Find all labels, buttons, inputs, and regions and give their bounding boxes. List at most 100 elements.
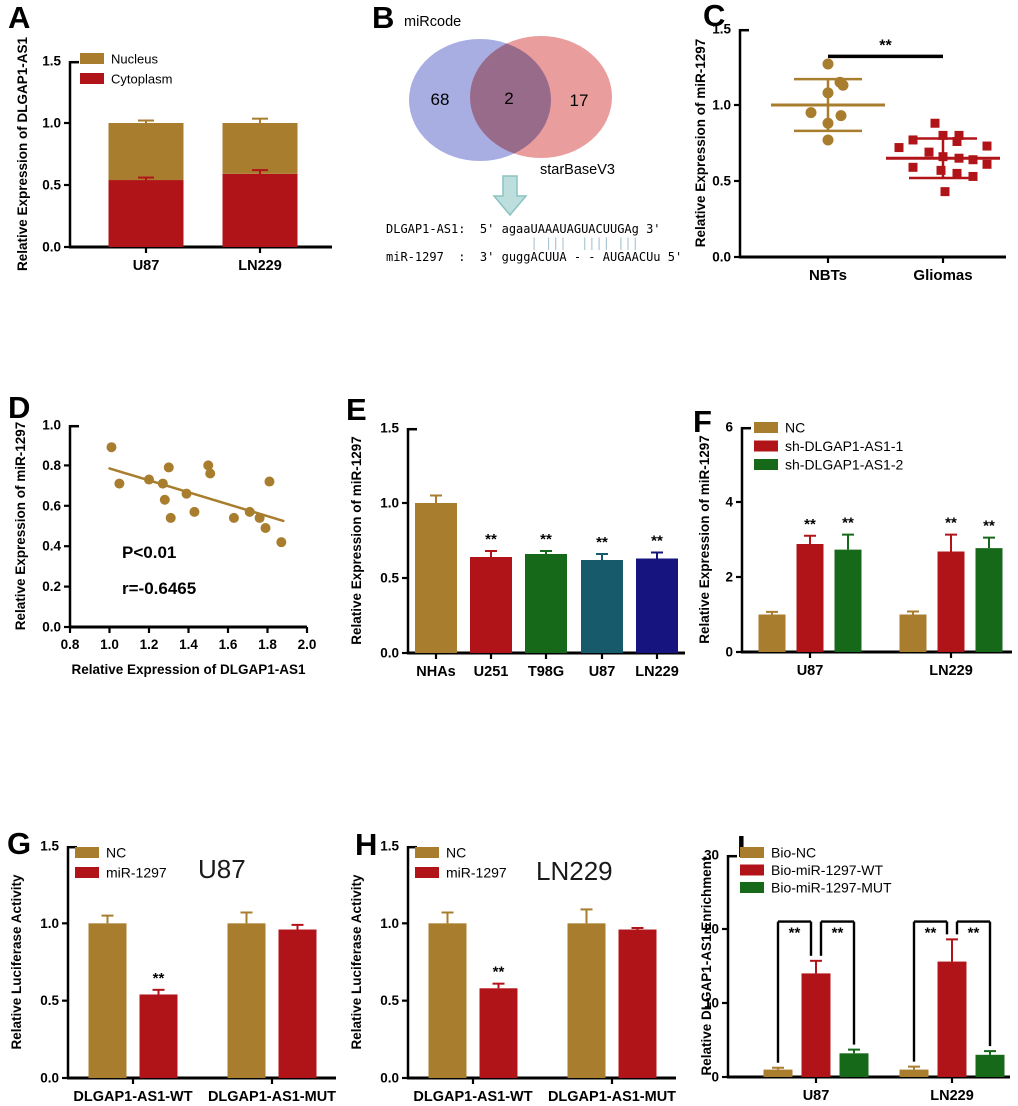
svg-text:DLGAP1-AS1-MUT: DLGAP1-AS1-MUT: [548, 1089, 676, 1105]
svg-text:1.5: 1.5: [40, 839, 59, 854]
bars: [415, 494, 678, 653]
grouped-bars: [763, 938, 1005, 1077]
panel-E-cell-line-bar-chart: E 0.0 0.5 1.0 1.5 Relative Expression of miR…: [340, 380, 700, 715]
svg-text:Relative Expression of miR-129: Relative Expression of miR-1297: [349, 436, 364, 645]
svg-text:1.0: 1.0: [380, 496, 399, 511]
svg-text:U87: U87: [803, 1088, 830, 1104]
svg-text:Nucleus: Nucleus: [111, 52, 158, 67]
svg-text:4: 4: [725, 495, 733, 510]
panel-letter-E: E: [346, 392, 367, 427]
svg-text:Relative Expression of DLGAP1-: Relative Expression of DLGAP1-AS1: [15, 36, 30, 271]
bar: [88, 923, 127, 1078]
svg-text:sh-DLGAP1-AS1-1: sh-DLGAP1-AS1-1: [785, 438, 903, 454]
svg-text:**: **: [540, 531, 552, 548]
bar: [428, 923, 467, 1078]
legend-swatch: [754, 440, 778, 452]
bar-segment: [222, 123, 298, 174]
bar-segment: [108, 123, 184, 181]
svg-text:Relative Expression of DLGAP1-: Relative Expression of DLGAP1-AS1: [71, 662, 306, 677]
svg-text:0.5: 0.5: [42, 178, 61, 193]
axes: [734, 28, 1006, 259]
svg-text:**: **: [832, 925, 844, 942]
panel-C-plot: 0.0 0.5 1.0 1.5 Relative Expression of miR-1…: [693, 22, 1006, 284]
svg-text:**: **: [789, 925, 801, 942]
svg-text:2: 2: [504, 89, 513, 108]
svg-text:0.0: 0.0: [42, 620, 61, 635]
panel-letter-F: F: [693, 404, 712, 439]
legend-swatch: [415, 847, 439, 858]
bar: [763, 1069, 793, 1077]
svg-text:1.5: 1.5: [42, 54, 61, 69]
bar: [581, 560, 623, 653]
svg-text:1.8: 1.8: [258, 637, 277, 652]
bar: [975, 548, 1003, 652]
bar: [618, 929, 657, 1078]
svg-text:1.0: 1.0: [712, 98, 731, 113]
legend-swatch: [754, 459, 778, 470]
venn-circles: [409, 36, 612, 161]
panel-A-plot: 0.0 0.5 1.0 1.5 Relative Expression of DLGAP…: [15, 36, 332, 274]
svg-text:0.2: 0.2: [42, 579, 61, 594]
svg-text:P<0.01: P<0.01: [122, 543, 176, 562]
legend: Nucleus Cytoplasm: [80, 52, 172, 87]
panel-H-plot: 0.0 0.5 1.0 1.5 Relative Luciferase Activity…: [349, 839, 676, 1106]
legend: NC miR-1297: [75, 845, 167, 881]
bar: [479, 988, 518, 1078]
panel-H-title: LN229: [536, 856, 613, 886]
panel-G-title: U87: [198, 854, 246, 884]
svg-text:1.0: 1.0: [100, 637, 119, 652]
bar: [801, 973, 831, 1077]
svg-text:NHAs: NHAs: [416, 664, 455, 680]
svg-text:**: **: [842, 515, 854, 532]
svg-text:Cytoplasm: Cytoplasm: [111, 72, 172, 87]
bar: [937, 961, 967, 1077]
bar: [470, 557, 512, 653]
panel-letter-B: B: [372, 0, 395, 35]
svg-text:0.0: 0.0: [40, 1071, 59, 1086]
significance-brackets: [776, 920, 992, 1063]
svg-text:10: 10: [704, 996, 719, 1011]
svg-text:68: 68: [431, 90, 450, 109]
down-arrow-icon: [492, 175, 528, 217]
svg-text:0.8: 0.8: [61, 637, 80, 652]
svg-text:**: **: [983, 518, 995, 535]
bar: [139, 994, 178, 1078]
bar-segment: [222, 173, 298, 247]
svg-text:1.4: 1.4: [179, 637, 198, 652]
panel-letter-G: G: [7, 826, 32, 861]
svg-text:17: 17: [570, 91, 589, 110]
svg-text:NC: NC: [446, 845, 466, 861]
svg-text:6: 6: [725, 420, 733, 435]
bar: [839, 1053, 869, 1077]
svg-text:**: **: [804, 516, 816, 533]
svg-text:0.6: 0.6: [42, 498, 61, 513]
panel-D-plot: 0.0 0.2 0.4 0.6 0.8 1.0 Relative Expression of…: [13, 418, 317, 678]
svg-text:0.0: 0.0: [380, 1071, 399, 1086]
panel-letter-I: I: [737, 829, 746, 864]
svg-text:20: 20: [704, 922, 719, 937]
svg-text:**: **: [485, 531, 497, 548]
svg-text:DLGAP1-AS1-WT: DLGAP1-AS1-WT: [413, 1089, 532, 1105]
bar: [567, 923, 606, 1078]
svg-text:Relative Luciferase Activity: Relative Luciferase Activity: [9, 874, 24, 1050]
bar: [937, 551, 965, 652]
panel-letter-H: H: [355, 827, 378, 862]
svg-text:2.0: 2.0: [298, 637, 317, 652]
svg-text:Relative Expression of miR-129: Relative Expression of miR-1297: [13, 422, 28, 631]
legend: NC miR-1297: [415, 845, 507, 881]
svg-text:0: 0: [725, 645, 733, 660]
bar: [834, 549, 862, 652]
bar: [899, 1069, 929, 1077]
legend-swatch: [740, 864, 764, 876]
svg-text:30: 30: [704, 848, 719, 863]
legend-swatch: [415, 867, 439, 878]
axes: [736, 426, 1012, 654]
legend: NC sh-DLGAP1-AS1-1 sh-DLGAP1-AS1-2: [754, 420, 903, 473]
svg-text:DLGAP1-AS1-MUT: DLGAP1-AS1-MUT: [208, 1089, 336, 1105]
panel-G-luciferase-u87-chart: G U87 0.0 0.5 1.0 1.5 Relative Luciferase Ac…: [0, 800, 350, 1106]
legend-swatch: [754, 422, 778, 433]
svg-text:0.5: 0.5: [712, 174, 731, 189]
svg-text:0.0: 0.0: [380, 646, 399, 661]
panel-F-knockdown-bar-chart: F 0 2 4 6 Relative Expression of miR-1297 U87…: [680, 380, 1018, 715]
